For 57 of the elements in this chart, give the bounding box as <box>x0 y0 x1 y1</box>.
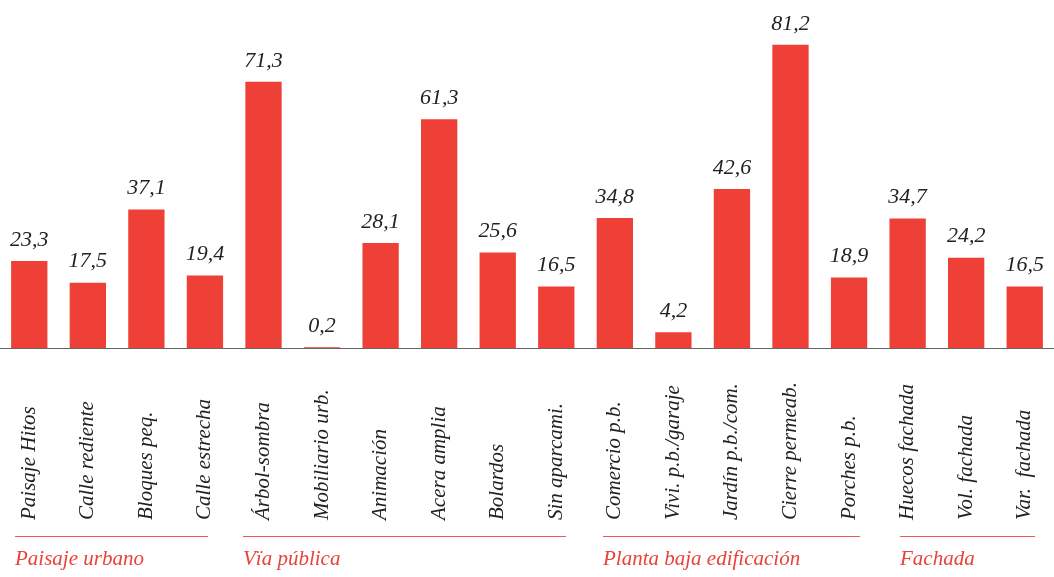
x-tick-label: Calle estrecha <box>191 398 216 520</box>
x-tick-label: Calle rediente <box>74 401 99 520</box>
text: Planta baja edificación <box>603 546 801 571</box>
x-tick-label: Vivi. p.b./garaje <box>659 385 684 520</box>
x-tick-label: Vol. fachada <box>952 415 977 520</box>
data-label: 18,9 <box>829 242 869 268</box>
bar <box>69 282 106 348</box>
x-tick-label: Animación <box>367 429 392 522</box>
x-tick-label: Jardín p.b./com. <box>718 383 743 520</box>
bar <box>713 188 751 348</box>
x-tick-label: Mobiliario urb. <box>308 389 333 521</box>
bar <box>948 257 985 348</box>
x-tick-label: Bolardos <box>484 443 509 520</box>
x-tick-label: Acera amplia <box>425 406 450 522</box>
data-label: 71,3 <box>244 46 283 72</box>
data-label: 34,8 <box>594 182 635 208</box>
bar <box>655 332 692 348</box>
x-tick-label: Paisaje Hitos <box>15 406 40 521</box>
x-tick-label: Cierre permeab. <box>777 381 802 520</box>
text: Paisaje urbano <box>15 546 144 571</box>
bar <box>538 286 575 348</box>
bar <box>1006 286 1043 348</box>
bar <box>889 218 926 348</box>
bar <box>11 261 48 348</box>
data-label: 24,2 <box>946 222 986 248</box>
x-tick-label: Comercio p.b. <box>601 401 626 520</box>
bar <box>421 119 458 348</box>
text: Vïa pública <box>243 546 341 571</box>
bar <box>596 218 633 348</box>
data-label: 16,5 <box>537 251 576 277</box>
data-label: 34,7 <box>887 183 928 209</box>
bar <box>186 275 224 348</box>
data-label: 81,2 <box>771 9 810 35</box>
x-tick-label: Bloques peq. <box>132 411 157 520</box>
bar <box>362 243 399 348</box>
data-label: 23,3 <box>10 225 49 251</box>
bar <box>479 252 516 348</box>
x-tick-label: Var. fachada <box>1011 409 1036 520</box>
bar <box>245 81 282 348</box>
data-label: 17,5 <box>68 247 108 273</box>
data-label: 37,1 <box>126 174 166 200</box>
data-label: 16,5 <box>1005 251 1044 277</box>
data-label: 0,2 <box>308 312 336 338</box>
x-tick-label: Sin aparcami. <box>542 402 567 520</box>
data-label: 4,2 <box>659 297 688 323</box>
bar <box>830 277 868 348</box>
data-label: 28,1 <box>361 207 400 233</box>
text: Fachada <box>900 546 975 571</box>
data-label: 19,4 <box>185 240 225 266</box>
data-label: 42,6 <box>712 153 752 179</box>
data-label: 61,3 <box>419 83 459 109</box>
data-label: 25,6 <box>478 217 517 243</box>
bar <box>128 209 165 348</box>
x-tick-label: Porches p.b. <box>835 415 860 521</box>
x-tick-label: Árbol-sombra <box>250 402 275 522</box>
x-tick-label: Huecos fachada <box>894 384 919 521</box>
bar <box>772 44 809 348</box>
